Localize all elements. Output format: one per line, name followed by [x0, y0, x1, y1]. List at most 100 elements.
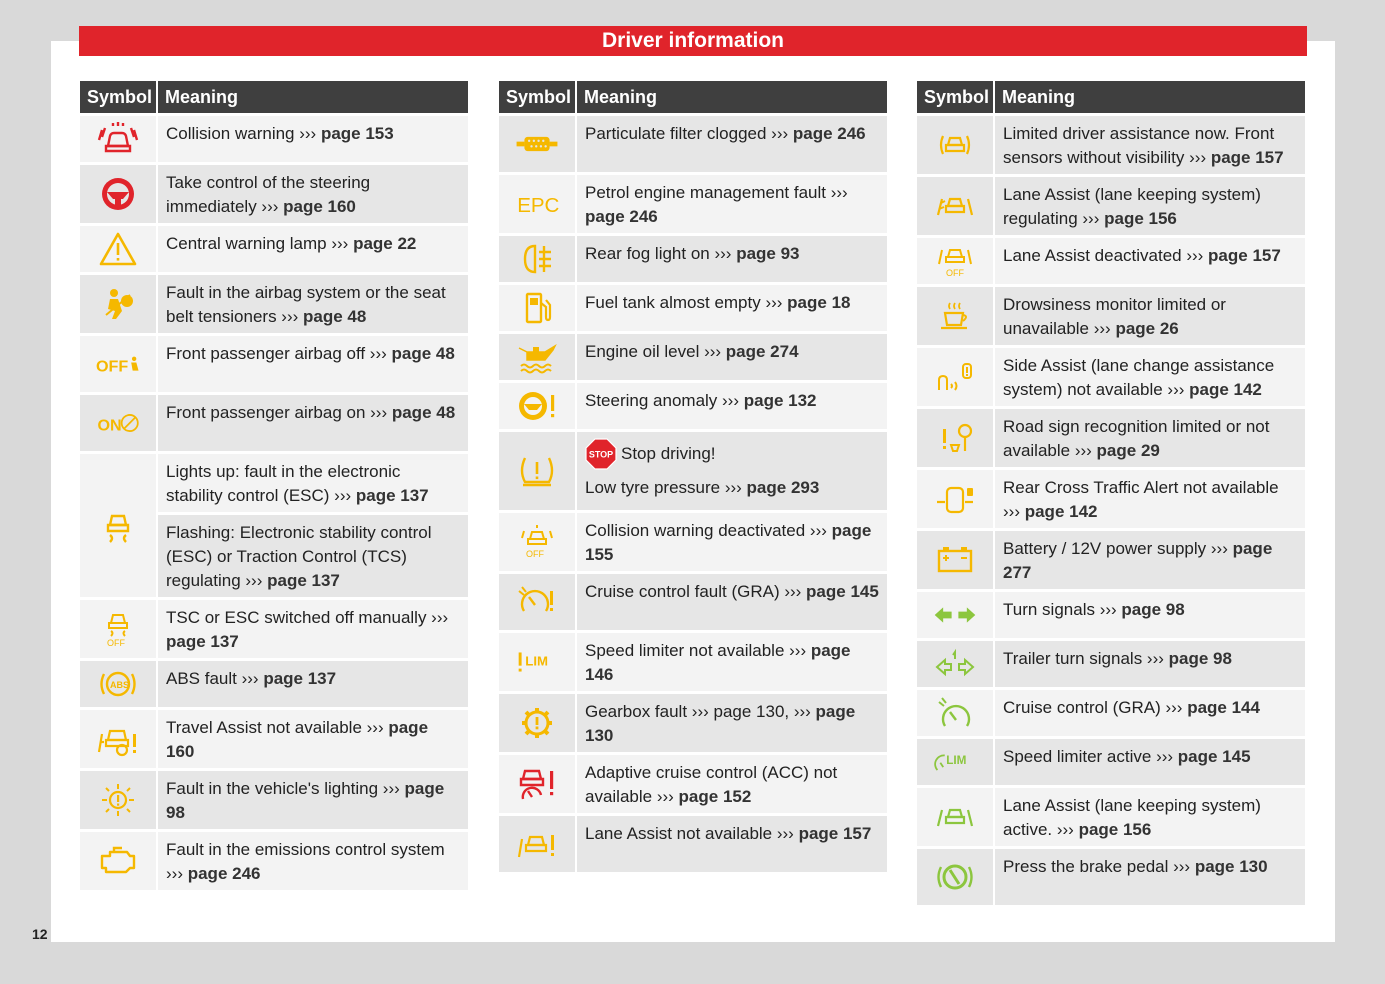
row-text: Take control of the steering immediately… — [166, 173, 371, 216]
page-link[interactable]: page 246 — [792, 124, 866, 143]
row-text: Collision warning deactivated ››› — [585, 521, 832, 540]
meaning-header: Meaning — [577, 81, 887, 113]
page-link[interactable]: page 160 — [166, 718, 429, 761]
page-link[interactable]: page 160 — [283, 197, 356, 216]
table-row: Fuel tank almost empty ››› page 18 — [499, 285, 887, 331]
page-link[interactable]: page 293 — [746, 478, 820, 497]
row-text: Press the brake pedal ››› — [1003, 857, 1195, 876]
esc-off-icon: OFF — [107, 614, 128, 648]
page-link[interactable]: page 146 — [585, 641, 851, 684]
svg-text:LIM: LIM — [525, 654, 548, 669]
page-link[interactable]: page 157 — [1208, 246, 1281, 265]
row-text: Flashing: Electronic stability control (… — [166, 523, 432, 590]
page-link[interactable]: page 29 — [1096, 441, 1160, 460]
table-row: OFF TSC or ESC switched off manually ›››… — [80, 600, 468, 658]
page-link[interactable]: page 157 — [1210, 148, 1284, 167]
row-text: Petrol engine management fault ››› — [585, 183, 848, 202]
tyre-pressure-icon — [520, 457, 554, 487]
row-text: Engine oil level ››› — [585, 342, 726, 361]
page-link[interactable]: page 48 — [303, 307, 367, 326]
row-text: Gearbox fault ››› page 130, ››› — [585, 702, 816, 721]
table-row: OFF Collision warning deactivated ››› pa… — [499, 513, 887, 571]
page-link[interactable]: page 152 — [678, 787, 752, 806]
row-text: Drowsiness monitor limited or unavailabl… — [1003, 295, 1226, 338]
abs-icon: ABS — [100, 671, 136, 697]
road-sign-icon — [943, 423, 973, 452]
page-link[interactable]: page 93 — [736, 244, 800, 263]
page-link[interactable]: page 130 — [585, 702, 856, 745]
table-row: Limited driver assistance now. Front sen… — [917, 116, 1305, 174]
table-row: LIM Speed limiter not available ››› page… — [499, 633, 887, 691]
row-text: Lights up: fault in the electronic stabi… — [166, 462, 401, 505]
coffee-cup-icon — [941, 302, 967, 330]
row-text: Speed limiter not available ››› — [585, 641, 811, 660]
row-text: Central warning lamp ››› — [166, 234, 354, 253]
row-text: Cruise control (GRA) ››› — [1003, 698, 1188, 717]
steering-wheel-icon — [102, 178, 134, 210]
meaning-header: Meaning — [995, 81, 1305, 113]
page-link[interactable]: page 48 — [391, 403, 456, 422]
lane-assist-off-icon: OFF — [938, 249, 972, 278]
page-link[interactable]: page 153 — [320, 124, 394, 143]
page-link[interactable]: page 142 — [1189, 380, 1262, 399]
page-link[interactable]: page 137 — [263, 669, 337, 688]
table-row: Rear fog light on ››› page 93 — [499, 236, 887, 282]
page-link[interactable]: page 98 — [1168, 649, 1232, 668]
table-row: Trailer turn signals ››› page 98 — [917, 641, 1305, 687]
page-link[interactable]: page 155 — [585, 521, 872, 564]
page-link[interactable]: page 156 — [1104, 209, 1177, 228]
symbol-table-3: Symbol Meaning Limited driver assistance… — [917, 81, 1305, 908]
row-text: Road sign recognition limited or not ava… — [1003, 417, 1270, 460]
page-link[interactable]: page 137 — [355, 486, 429, 505]
table-row: ABS ABS fault ››› page 137 — [80, 661, 468, 707]
row-text: Fault in the emissions control system ››… — [166, 840, 445, 883]
svg-text:OFF: OFF — [96, 357, 128, 375]
table-row: Rear Cross Traffic Alert not available ›… — [917, 470, 1305, 528]
page-link[interactable]: page 137 — [166, 632, 239, 651]
page-link[interactable]: page 132 — [743, 391, 817, 410]
page-link[interactable]: page 18 — [787, 293, 851, 312]
symbol-header: Symbol — [80, 81, 156, 113]
table-row: Turn signals ››› page 98 — [917, 592, 1305, 638]
page-link[interactable]: page 156 — [1078, 820, 1152, 839]
page-link[interactable]: page 246 — [187, 864, 261, 883]
page-link[interactable]: page 26 — [1115, 319, 1179, 338]
collision-warning-off-icon: OFF — [521, 525, 553, 559]
page-number: 12 — [32, 926, 48, 942]
page-link[interactable]: page 22 — [353, 234, 417, 253]
page-link[interactable]: page 137 — [267, 571, 340, 590]
rear-fog-light-icon — [523, 244, 551, 274]
speed-limiter-active-icon: LIM — [934, 754, 966, 771]
passenger-airbag-on-icon: ON — [97, 414, 139, 434]
page-link[interactable]: page 98 — [166, 779, 445, 822]
table-row: STOP Stop driving! Low tyre pressure ››› … — [499, 432, 887, 510]
row-text: Lane Assist (lane keeping system) regula… — [1003, 185, 1261, 228]
page-link[interactable]: page 98 — [1121, 600, 1185, 619]
row-text: Turn signals ››› — [1003, 600, 1122, 619]
table-header: Symbol Meaning — [499, 81, 887, 113]
row-text: Adaptive cruise control (ACC) not availa… — [585, 763, 838, 806]
table-row: Lights up: fault in the electronic stabi… — [80, 454, 468, 597]
lane-assist-fault-icon — [517, 835, 554, 858]
page-title: Driver information — [79, 26, 1307, 56]
symbol-table-2: Symbol Meaning Particulate filter clogge… — [499, 81, 887, 875]
lighting-fault-icon — [102, 784, 134, 816]
page-link[interactable]: page 157 — [798, 824, 872, 843]
table-header: Symbol Meaning — [80, 81, 468, 113]
page-link[interactable]: page 145 — [1177, 747, 1251, 766]
page-link[interactable]: page 130 — [1194, 857, 1268, 876]
page-link[interactable]: page 144 — [1187, 698, 1260, 717]
warning-triangle-icon — [99, 232, 137, 266]
table-row: Engine oil level ››› page 274 — [499, 334, 887, 380]
particulate-filter-icon — [516, 136, 558, 152]
page-link[interactable]: page 145 — [806, 582, 879, 601]
page-link[interactable]: page 274 — [725, 342, 799, 361]
row-text: Side Assist (lane change assistance syst… — [1003, 356, 1275, 399]
page-link[interactable]: page 48 — [391, 344, 455, 363]
page-link[interactable]: page 277 — [1003, 539, 1273, 582]
page-link[interactable]: page 142 — [1024, 502, 1098, 521]
table-row: Collision warning ››› page 153 — [80, 116, 468, 162]
page-link[interactable]: page 246 — [585, 207, 658, 226]
table-row: Lights up: fault in the electronic stabi… — [158, 454, 468, 512]
table-row: Side Assist (lane change assistance syst… — [917, 348, 1305, 406]
